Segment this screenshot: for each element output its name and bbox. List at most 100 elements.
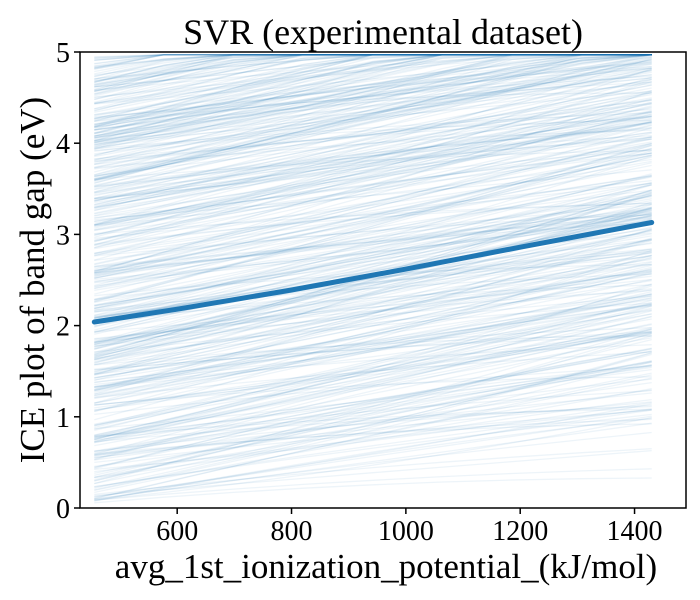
ice-curve [94,175,652,283]
ice-curve [94,135,652,188]
ice-curve [94,143,652,242]
ice-curve [94,210,652,279]
ice-curve [94,54,652,113]
ice-curve [94,316,652,460]
ice-curve [94,54,652,129]
ice-curve [94,54,652,128]
ice-curve [94,59,652,155]
ice-curve [94,272,652,393]
ice-curve [94,284,652,321]
ice-curve [94,269,652,340]
ice-curve [94,273,652,313]
ice-curve [94,65,652,134]
ice-curve [94,54,652,110]
ice-curve [94,415,652,498]
ice-curve [94,131,652,220]
ice-curve [94,54,652,67]
ice-curve [94,54,652,187]
ice-curve [94,54,652,83]
ice-curve [94,91,652,246]
ice-curve [94,235,652,346]
ice-curve [94,54,652,97]
x-tick-label: 1400 [607,516,663,547]
ice-curve [94,239,652,333]
y-tick-label: 3 [56,220,70,251]
ice-curve [94,158,652,227]
ice-curve [94,299,652,437]
ice-curve [94,110,652,199]
ice-curve [94,273,652,392]
ice-curves [94,54,652,504]
ice-curve [94,239,652,376]
ice-curve [94,226,652,344]
ice-curve [94,54,652,65]
ice-curve [94,54,652,181]
ice-curve [94,105,652,228]
ice-curve [94,136,652,200]
ice-curve [94,117,652,226]
ice-curve [94,449,652,497]
ice-curve [94,87,652,170]
ice-curve [94,148,652,223]
ice-curve [94,54,652,88]
ice-curve [94,348,652,470]
ice-curve [94,98,652,236]
ice-curve [94,54,652,70]
ice-curve [94,54,652,71]
ice-curve [94,302,652,441]
ice-curve [94,99,652,210]
ice-curve [94,54,652,91]
ice-curve [94,361,652,492]
ice-curve [94,54,652,142]
ice-curve [94,152,652,250]
ice-curve [94,124,652,249]
ice-curve [94,108,652,166]
ice-curve [94,213,652,284]
ice-curve [94,62,652,116]
ice-curve [94,409,652,502]
ice-curve [94,175,652,280]
ice-curve [94,54,652,61]
ice-curve [94,54,652,91]
ice-curve [94,413,652,488]
ice-curve [94,218,652,361]
ice-curve [94,54,652,193]
ice-curve [94,54,652,165]
ice-curve [94,78,652,186]
ice-curve [94,182,652,288]
ice-curve [94,307,652,425]
ice-curve [94,54,652,69]
ice-curve [94,173,652,307]
ice-curve [94,333,652,444]
ice-curve [94,331,652,411]
ice-curve [94,263,652,340]
ice-curve [94,229,652,346]
ice-curve [94,99,652,177]
ice-curve [94,54,652,69]
ice-curve [94,207,652,356]
ice-curve [94,189,652,279]
ice-curve [94,194,652,345]
y-axis-ticks: 0 1 2 3 4 5 [56,38,80,525]
ice-curve [94,132,652,235]
ice-curve [94,184,652,301]
ice-curve [94,295,652,404]
ice-curve [94,67,652,131]
ice-curve [94,250,652,313]
ice-curve [94,291,652,413]
ice-curve [94,401,652,459]
ice-curve [94,63,652,120]
ice-curve [94,216,652,276]
ice-curve [94,182,652,247]
y-tick-label: 1 [56,403,70,434]
ice-curve [94,54,652,173]
ice-curve [94,202,652,235]
ice-curve [94,214,652,335]
ice-curve [94,54,652,101]
ice-curve [94,401,652,471]
y-axis-label: ICE plot of band gap (eV) [13,97,52,463]
ice-curve [94,54,652,144]
ice-curve [94,360,652,453]
ice-curve [94,257,652,391]
ice-curve [94,352,652,491]
